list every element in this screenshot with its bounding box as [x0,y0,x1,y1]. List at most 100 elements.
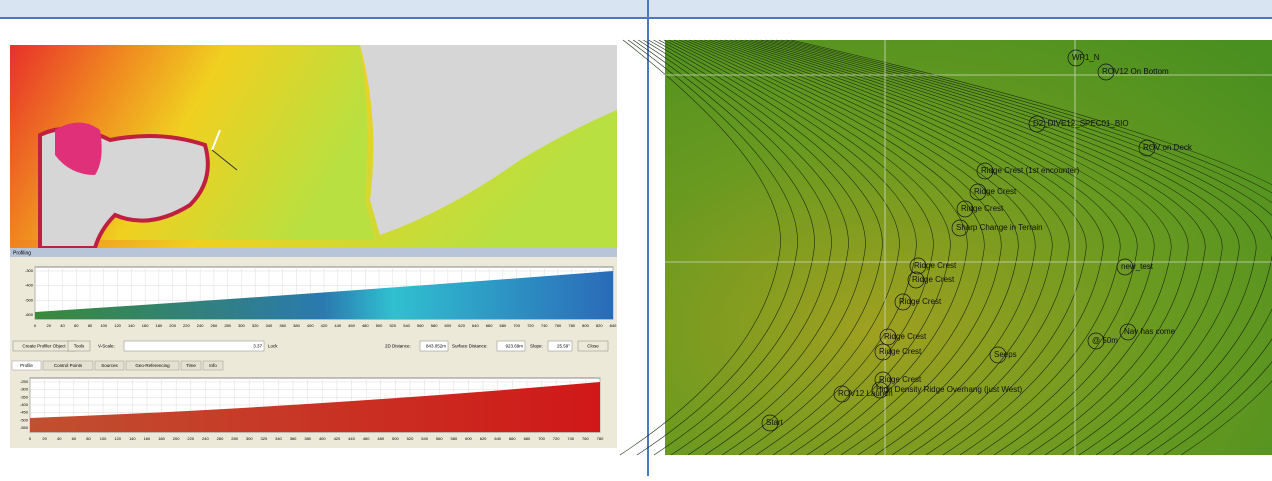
waypoint-label[interactable]: Ridge Crest [961,204,1004,213]
waypoint-label[interactable]: Sharp Change in Terrain [956,223,1043,232]
tab-label[interactable]: Geo-Referencing [135,363,170,368]
waypoint[interactable] [1067,49,1085,67]
waypoint[interactable] [1116,258,1134,276]
contour [786,39,1272,456]
label: Surface Distance: [452,344,488,349]
x-tick-label: 460 [363,436,370,441]
waypoint-label[interactable]: ROV12 On Bottom [1102,67,1169,76]
waypoint-label[interactable]: Ridge Crest [914,261,957,270]
x-tick-label: 100 [100,436,107,441]
x-tick-label: 360 [290,436,297,441]
contour [730,39,1138,456]
waypoint[interactable] [874,343,892,361]
waypoint[interactable] [976,162,994,180]
waypoint-label[interactable]: ROV12 Launch [838,389,893,398]
button-label[interactable]: Tools [74,344,85,349]
waypoint-label[interactable]: ROV on Deck [1143,143,1193,152]
x-tick-label: 720 [553,436,560,441]
waypoint[interactable] [1119,323,1137,341]
waypoint[interactable] [894,293,912,311]
title-bar [10,248,617,257]
waypoint-label[interactable]: Ridge Crest [899,297,942,306]
waypoint[interactable] [1087,332,1105,350]
x-tick-label: 500 [392,436,399,441]
waypoint-label[interactable]: Start [766,418,784,427]
waypoint-label[interactable]: D2_DIVE12_SPEC01_BIO [1033,119,1129,128]
waypoint-label[interactable]: Seeps [994,350,1017,359]
contour [740,39,1172,456]
waypoint-label[interactable]: Ridge Crest [974,187,1017,196]
x-tick-label: 240 [202,436,209,441]
waypoint[interactable] [1138,139,1156,157]
tab[interactable] [125,360,180,371]
button-label[interactable]: Close [587,344,599,349]
waypoint[interactable] [879,328,897,346]
tab-label[interactable]: Control Points [54,363,83,368]
tab-label[interactable]: Time [186,363,196,368]
waypoint[interactable] [1097,63,1115,81]
tab[interactable] [11,360,42,371]
x-tick-label: 680 [524,436,531,441]
x-tick-label: 140 [128,323,135,328]
contour [678,39,968,456]
waypoint[interactable] [909,257,927,275]
x-tick-label: 500 [376,323,383,328]
contour [689,39,1002,456]
x-tick-label: 320 [252,323,259,328]
tab[interactable] [42,360,94,371]
tab[interactable] [94,360,125,371]
x-tick-label: 160 [142,323,149,328]
profile-line [211,129,221,151]
waypoint[interactable] [989,346,1007,364]
contour [648,39,866,456]
waypoint-label[interactable]: Ridge Crest [912,275,955,284]
x-tick-label: 640 [494,436,501,441]
label: 2D Distance: [385,344,411,349]
waypoint[interactable] [874,371,892,389]
x-tick-label: 360 [279,323,286,328]
tab[interactable] [180,360,202,371]
waypoint-label[interactable]: Ridge Crest (1st encounter) [981,166,1080,175]
button-label[interactable]: Create Profiler Object [22,344,66,349]
x-tick-label: 680 [500,323,507,328]
x-tick-label: 200 [173,436,180,441]
waypoint-label[interactable]: Ridge Crest [879,347,922,356]
y-tick-label: -400 [20,402,29,407]
profile-area [30,382,600,432]
button[interactable] [577,340,609,352]
waypoint[interactable] [871,381,889,399]
waypoint-label[interactable]: Ridge Crest [884,332,927,341]
waypoint-label[interactable]: @ 50m [1092,336,1118,345]
waypoint-label[interactable]: new_test [1121,262,1154,271]
waypoint[interactable] [969,183,987,201]
contour [791,39,1272,456]
waypoint[interactable] [956,200,974,218]
waypoint[interactable] [907,271,925,289]
tab-label[interactable]: Profile [20,363,33,368]
waypoint-label[interactable]: High Density Ridge Overhang (just West) [876,385,1022,394]
x-tick-label: 660 [509,436,516,441]
waypoint[interactable] [761,414,779,432]
waypoint-label[interactable]: WP1_N [1072,53,1100,62]
tab-label[interactable]: Info [209,363,217,368]
waypoint-label[interactable]: Nav has come [1124,327,1176,336]
button[interactable] [67,340,91,352]
x-tick-label: 400 [319,436,326,441]
x-tick-label: 20 [42,436,47,441]
map [665,40,1272,455]
x-tick-label: 60 [72,436,77,441]
tab-label[interactable]: Sources [101,363,118,368]
x-tick-label: 720 [527,323,534,328]
y-tick-label: -400 [25,283,34,288]
window-title: Profiling [13,250,31,256]
x-tick-label: 540 [421,436,428,441]
waypoint[interactable] [833,385,851,403]
waypoint[interactable] [951,219,969,237]
waypoint[interactable] [1028,115,1046,133]
y-tick-label: -300 [20,387,29,392]
waypoint-label[interactable]: Ridge Crest [879,375,922,384]
field [547,340,573,352]
x-tick-label: 700 [513,323,520,328]
tab[interactable] [202,360,224,371]
x-tick-label: 420 [334,436,341,441]
